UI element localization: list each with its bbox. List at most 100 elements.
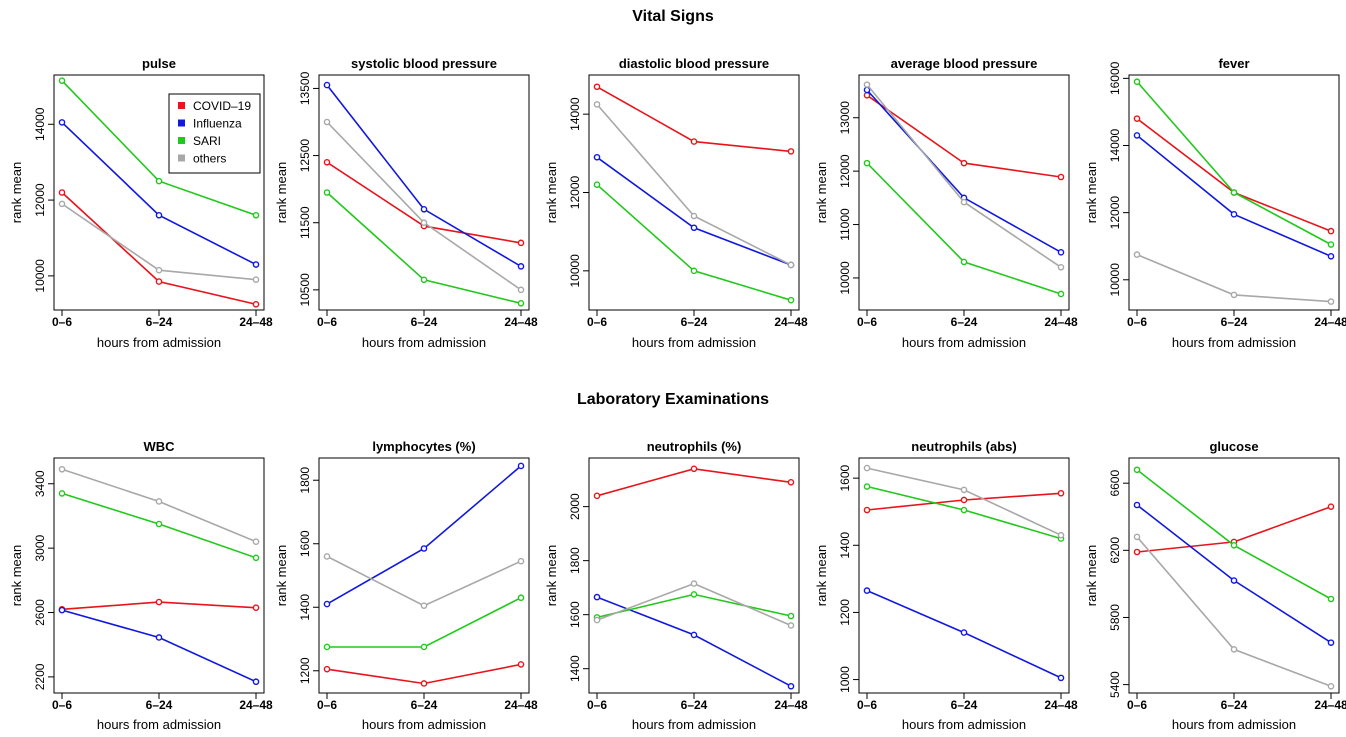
x-tick-label: 24–48 — [239, 698, 273, 712]
legend-label-sari: SARI — [193, 134, 221, 148]
data-point-influenza — [517, 462, 525, 470]
y-tick-label: 13000 — [838, 101, 852, 135]
x-tick-label: 0–6 — [317, 698, 337, 712]
legend-label-others: others — [193, 152, 226, 166]
data-point-influenza — [420, 545, 428, 552]
data-point-covid-19 — [863, 91, 871, 99]
data-point-influenza — [690, 224, 698, 232]
legend-label-covid-19: COVID–19 — [193, 99, 251, 113]
data-point-covid-19 — [58, 189, 66, 196]
series-line-others — [326, 121, 522, 291]
data-point-covid-19 — [252, 301, 260, 308]
y-tick-label: 11000 — [838, 208, 852, 241]
data-point-influenza — [252, 261, 260, 268]
data-point-others — [787, 261, 795, 269]
data-point-sari — [1057, 290, 1065, 298]
data-point-sari — [517, 594, 525, 602]
x-tick-label: 6–24 — [411, 698, 438, 712]
series-line-covid-19 — [61, 191, 257, 306]
data-point-influenza — [1327, 639, 1335, 646]
y-axis-label: rank mean — [274, 162, 289, 223]
data-point-sari — [58, 77, 66, 84]
y-tick-label: 10000 — [568, 254, 582, 288]
x-tick-label: 6–24 — [951, 698, 978, 712]
chart-lymphocytes: lymphocytes (%) 1200 1400 1600 1800 0–6 6–24 24… — [274, 439, 538, 732]
y-tick-label: 14000 — [1108, 128, 1122, 162]
legend-label-influenza: Influenza — [193, 117, 242, 131]
data-point-others — [690, 580, 698, 587]
y-tick-label: 10000 — [1108, 263, 1122, 297]
section-title-vital-signs: Vital Signs — [632, 8, 714, 25]
y-tick-label: 12000 — [838, 154, 852, 188]
chart-panels: pulse 10000 12000 14000 0–6 6–24 24–48 hours fr… — [9, 56, 1346, 732]
series-line-others — [866, 84, 1062, 268]
x-tick-label: 24–48 — [1044, 698, 1078, 712]
y-axis-label: rank mean — [814, 545, 829, 606]
data-point-covid-19 — [420, 680, 428, 687]
data-point-others — [960, 486, 968, 494]
x-tick-label: 0–6 — [857, 698, 877, 712]
series-line-sari — [596, 593, 792, 619]
x-axis-label: hours from admission — [97, 717, 221, 732]
chart-systolic-blood-pressure: systolic blood pressure 10500 11500 12500 13… — [274, 56, 538, 350]
data-point-sari — [58, 490, 66, 497]
data-point-others — [1057, 531, 1065, 539]
x-tick-label: 6–24 — [1221, 698, 1248, 712]
data-point-sari — [863, 483, 871, 490]
data-point-others — [155, 498, 163, 505]
data-point-sari — [593, 181, 601, 188]
x-axis-label: hours from admission — [362, 717, 486, 732]
data-point-sari — [863, 159, 871, 167]
chart-title: average blood pressure — [891, 56, 1038, 71]
data-point-sari — [517, 299, 525, 307]
data-point-influenza — [787, 682, 795, 690]
data-point-others — [690, 212, 698, 220]
y-axis-label: rank mean — [274, 545, 289, 606]
data-point-sari — [420, 276, 428, 284]
chart-title: neutrophils (abs) — [911, 439, 1016, 454]
series-line-covid-19 — [596, 467, 792, 497]
data-point-influenza — [1057, 674, 1065, 682]
x-tick-label: 6–24 — [681, 315, 708, 329]
data-point-others — [420, 219, 428, 227]
x-tick-label: 0–6 — [317, 315, 337, 329]
data-point-covid-19 — [593, 492, 601, 500]
x-axis-label: hours from admission — [1172, 717, 1296, 732]
x-tick-label: 24–48 — [1314, 315, 1346, 329]
series-line-influenza — [866, 89, 1062, 253]
x-tick-label: 6–24 — [146, 315, 173, 329]
chart-title: systolic blood pressure — [351, 56, 497, 71]
legend-swatch-covid-19 — [178, 102, 185, 109]
series-line-others — [61, 468, 257, 543]
data-point-influenza — [593, 153, 601, 161]
x-tick-label: 24–48 — [1314, 698, 1346, 712]
data-point-covid-19 — [1057, 173, 1065, 181]
x-axis-label: hours from admission — [632, 717, 756, 732]
x-axis-label: hours from admission — [1172, 335, 1296, 350]
plot-frame — [588, 457, 800, 694]
data-point-covid-19 — [323, 158, 331, 166]
data-point-sari — [323, 643, 331, 651]
data-point-influenza — [1133, 132, 1141, 139]
data-point-covid-19 — [323, 665, 331, 673]
series-line-influenza — [1136, 134, 1332, 258]
data-point-influenza — [863, 587, 871, 594]
data-point-covid-19 — [863, 506, 871, 514]
y-tick-label: 1800 — [298, 467, 312, 494]
y-tick-label: 12000 — [568, 175, 582, 209]
data-point-others — [252, 276, 260, 283]
data-point-others — [517, 286, 525, 294]
data-point-others — [155, 266, 163, 274]
data-point-influenza — [690, 631, 698, 639]
data-point-sari — [960, 506, 968, 514]
chart-title: WBC — [143, 439, 175, 454]
data-point-covid-19 — [155, 278, 163, 285]
plot-frame — [858, 74, 1070, 311]
chart-wbc: WBC 2200 2600 3000 3400 0–6 6–24 24–48 hours fro… — [9, 439, 273, 732]
chart-pulse: pulse 10000 12000 14000 0–6 6–24 24–48 hours fr… — [9, 56, 273, 350]
y-axis-label: rank mean — [544, 162, 559, 223]
data-point-others — [1327, 298, 1335, 305]
chart-average-blood-pressure: average blood pressure 10000 11000 12000 130… — [814, 56, 1078, 350]
chart-title: fever — [1218, 56, 1249, 71]
y-tick-label: 1400 — [568, 655, 582, 682]
